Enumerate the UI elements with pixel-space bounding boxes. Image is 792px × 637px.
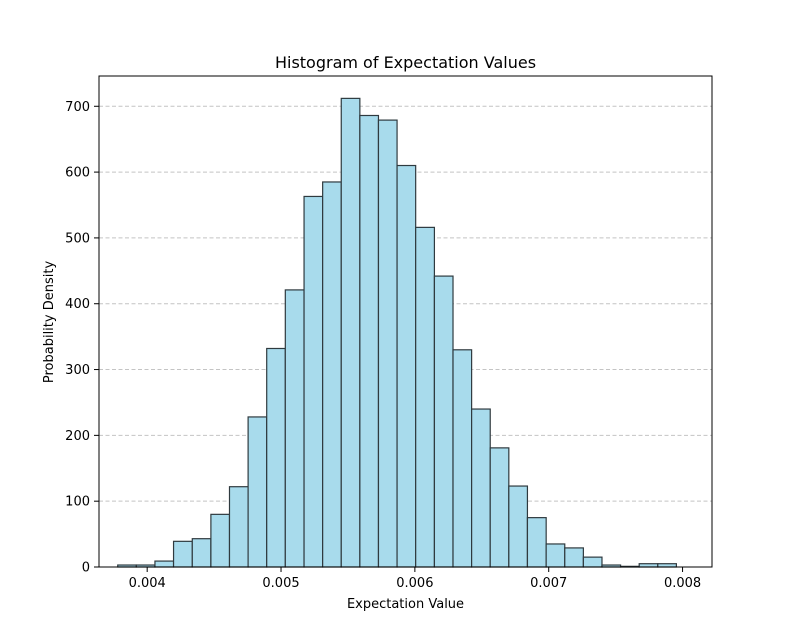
y-tick-label: 600 [65, 166, 90, 181]
histogram-bar [340, 97, 361, 568]
y-tick-label: 300 [65, 363, 90, 378]
histogram-bar [433, 275, 454, 568]
histogram-bar [266, 347, 286, 568]
chart-title: Histogram of Expectation Values [275, 53, 536, 72]
x-tick-label: 0.007 [530, 576, 567, 591]
histogram-bar [526, 517, 547, 568]
histogram-bar [284, 289, 305, 568]
histogram-bar [508, 485, 529, 568]
y-tick-label: 700 [65, 100, 90, 115]
histogram-bar [582, 556, 603, 568]
histogram-bar [471, 408, 491, 568]
y-tick-label: 0 [82, 561, 90, 576]
histogram-bar [303, 195, 324, 568]
y-tick-label: 200 [65, 429, 90, 444]
y-tick-label: 500 [65, 231, 90, 246]
histogram-bar [322, 181, 342, 568]
y-tick-label: 100 [65, 495, 90, 510]
histogram-bar [489, 447, 510, 568]
x-axis-title: Expectation Value [347, 597, 464, 612]
histogram-bar [415, 226, 436, 568]
plot-frame [98, 75, 713, 568]
x-tick-label: 0.004 [129, 576, 166, 591]
histogram-bar [377, 119, 398, 568]
x-tick-label: 0.008 [664, 576, 701, 591]
histogram-bar [452, 349, 473, 568]
x-axis: 0.004 0.005 0.006 0.007 0.008 [129, 567, 701, 591]
histogram-bar [228, 486, 249, 568]
x-tick-label: 0.006 [396, 576, 433, 591]
histogram-bar [545, 543, 566, 568]
y-axis: 0 100 200 300 400 500 600 700 [65, 100, 99, 576]
histogram-bar [359, 114, 380, 568]
y-tick-label: 400 [65, 297, 90, 312]
histogram-bar [396, 164, 417, 568]
histogram-bars [117, 97, 677, 568]
histogram-bar [191, 538, 212, 568]
histogram-bar [154, 560, 175, 568]
histogram-bar [564, 547, 584, 568]
histogram-bar [247, 416, 268, 568]
histogram-bar [172, 540, 193, 568]
x-tick-label: 0.005 [262, 576, 299, 591]
y-axis-title: Probability Density [42, 261, 57, 384]
histogram-bar [210, 513, 231, 568]
